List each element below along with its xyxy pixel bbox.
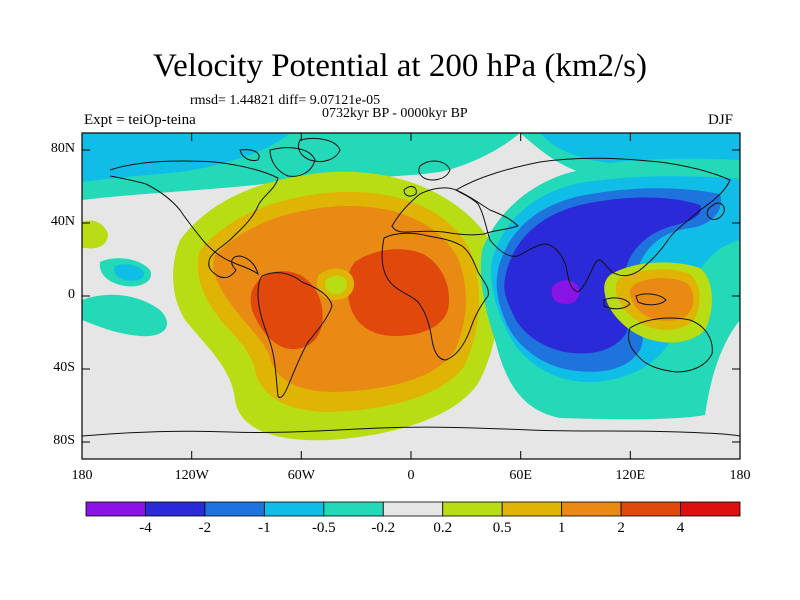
coast-europe: [391, 187, 519, 236]
colorbar-label: 1: [557, 520, 566, 536]
colorbar-swatch: [680, 501, 741, 517]
colorbar-swatch: [85, 501, 146, 517]
page-title: Velocity Potential at 200 hPa (km2/s): [152, 48, 648, 84]
colorbar-label: 4: [676, 520, 685, 536]
lat-label-0: 0: [68, 287, 75, 302]
colorbar-swatch: [382, 501, 444, 517]
lat-label-80s: 80S: [53, 433, 75, 448]
lon-label-120e: 120E: [615, 468, 646, 483]
coast-north-america: [109, 160, 279, 279]
lon-label-60w: 60W: [287, 468, 315, 483]
coast-south-america: [257, 272, 333, 399]
colorbar: [85, 501, 741, 517]
lon-label-60e: 60E: [509, 468, 532, 483]
contour-field: [82, 133, 740, 459]
colorbar-swatch: [561, 501, 622, 517]
colorbar-swatch: [620, 501, 681, 517]
contour-neg-2: [504, 197, 701, 354]
season-label: DJF: [708, 112, 734, 128]
lat-label-40n: 40N: [50, 214, 75, 229]
colorbar-label: 0.2: [433, 520, 453, 536]
colorbar-swatch: [263, 501, 325, 517]
colorbar-swatch: [323, 501, 384, 517]
contour-neg-4: [551, 280, 580, 304]
coast-asia: [455, 157, 731, 293]
coast-africa: [381, 232, 489, 361]
colorbar-label: -2: [198, 520, 212, 536]
lon-label-180w: 180: [71, 468, 93, 483]
contour-pos-2-east: [347, 249, 450, 336]
colorbar-label: -0.5: [311, 520, 336, 536]
colorbar-swatch: [442, 501, 503, 517]
axis-ticks: [82, 133, 740, 459]
period-text: 0732kyr BP - 0000kyr BP: [322, 106, 468, 121]
colorbar-label: -0.2: [371, 520, 396, 536]
lon-label-0: 0: [407, 468, 415, 483]
experiment-label: Expt = teiOp-teina: [84, 112, 196, 128]
lat-label-80n: 80N: [50, 141, 75, 156]
coast-antarctica: [82, 426, 740, 437]
coast-australia: [627, 317, 713, 373]
coastlines: [82, 137, 740, 437]
colorbar-swatch: [501, 501, 563, 517]
colorbar-swatch: [145, 501, 206, 517]
lon-label-180e: 180: [729, 468, 751, 483]
contour-pos-2-west: [250, 271, 323, 350]
contour-neg-pacific: [82, 294, 168, 337]
lat-label-40s: 40S: [53, 360, 75, 375]
colorbar-swatch: [204, 501, 265, 517]
colorbar-label: 0.5: [492, 520, 512, 536]
colorbar-label: 2: [617, 520, 625, 536]
colorbar-label: -4: [139, 520, 152, 536]
stats-text: rmsd= 1.44821 diff= 9.07121e-05: [190, 93, 381, 108]
colorbar-label: -1: [258, 520, 271, 536]
lon-label-120w: 120W: [174, 468, 209, 483]
